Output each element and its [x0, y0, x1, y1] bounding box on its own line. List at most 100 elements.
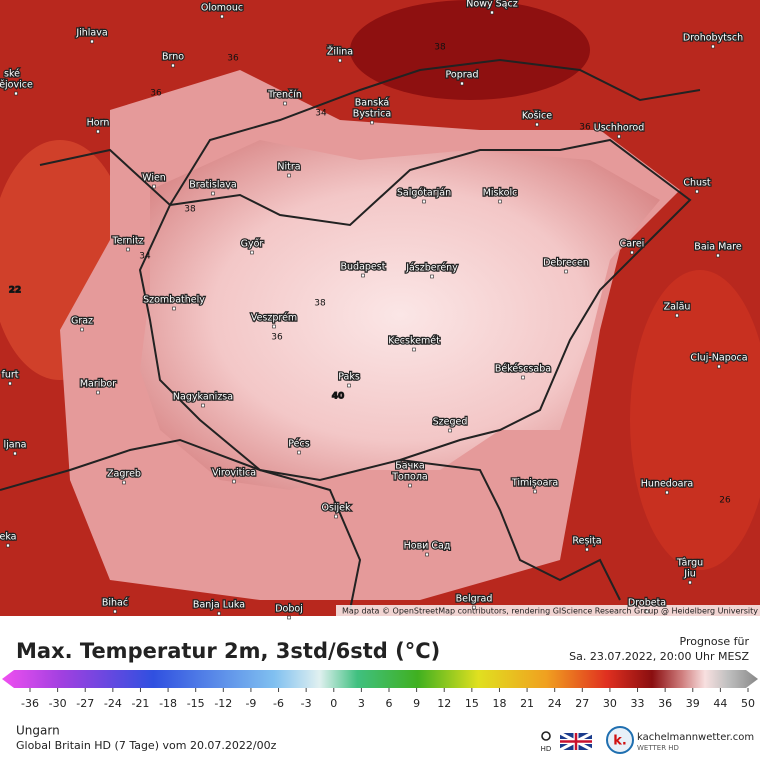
city-marker [172, 306, 176, 311]
city-marker [408, 472, 412, 477]
city-label: Nowy Sącz [466, 0, 517, 10]
colorbar [2, 670, 758, 688]
colorbar-tick-label: 24 [548, 697, 562, 710]
borders [0, 58, 701, 611]
uk-flag[interactable] [559, 731, 593, 752]
hot-zone [630, 270, 760, 570]
contour-label: 36 [150, 89, 162, 99]
contour-label: 36 [271, 333, 283, 343]
colorbar-tick-label: -18 [159, 697, 177, 710]
city-label: Drohobytsch [683, 33, 743, 44]
city-marker [8, 381, 12, 386]
city-marker [6, 543, 10, 548]
city-marker [287, 173, 291, 178]
model-run: Global Britain HD (7 Tage) vom 20.07.202… [16, 739, 277, 752]
city-label: Baia Mare [694, 242, 742, 253]
city-label: Horn [87, 118, 110, 129]
city-marker [645, 609, 649, 614]
city-label: Olomouc [201, 3, 243, 14]
city-label: Szeged [433, 417, 468, 428]
colorbar-tick-label: -21 [131, 697, 149, 710]
city-label: Kecskemét [388, 336, 440, 347]
city-marker [675, 313, 679, 318]
city-marker [585, 547, 589, 552]
city-label: Nitra [277, 162, 300, 173]
city-label: furt [2, 370, 19, 381]
city-label: Nagykanizsa [173, 392, 233, 403]
city-marker [272, 324, 276, 329]
city-marker [10, 80, 14, 85]
city-marker [90, 39, 94, 44]
city-label: Reșița [572, 536, 601, 547]
city-marker [96, 390, 100, 395]
colorbar-tick-label: -24 [104, 697, 122, 710]
city-marker [688, 569, 692, 574]
city-label: Jiu [683, 569, 695, 580]
colorbar-tick-label: 33 [631, 697, 645, 710]
city-label: Топола [391, 472, 428, 483]
city-label: Košice [522, 111, 552, 122]
hd-label: HD [541, 745, 552, 753]
colorbar-tick-label: -27 [76, 697, 94, 710]
city-label: Maribor [80, 379, 116, 390]
city-label: Virovitica [212, 468, 256, 479]
city-label: Zalău [664, 302, 691, 313]
region: Ungarn [16, 724, 60, 738]
colorbar-tick-label: 50 [741, 697, 755, 710]
city-marker [283, 101, 287, 106]
city-marker [630, 250, 634, 255]
title: Max. Temperatur 2m, 3std/6std (°C) [16, 639, 440, 663]
city-marker [113, 609, 117, 614]
city-label: Pécs [288, 439, 309, 450]
city-marker [250, 250, 254, 255]
contour-label: 38 [184, 205, 196, 215]
city-label: Cluj-Napoca [690, 353, 747, 364]
city-label: Jihlava [75, 28, 107, 39]
city-marker [370, 120, 374, 125]
city-label: Bihać [102, 598, 128, 609]
colorbar-tick-label: 6 [386, 697, 393, 710]
city-label: Нови Сад [404, 541, 451, 552]
city-label: Brno [162, 52, 184, 63]
city-label: Zagreb [107, 469, 141, 480]
attribution-box [336, 605, 760, 616]
city-label: Poprad [446, 70, 479, 81]
hungary-area [140, 140, 660, 490]
search-icon[interactable] [541, 731, 551, 741]
city-label: Győr [241, 239, 264, 250]
city-label: Wien [142, 173, 166, 184]
city-label: Chust [683, 178, 711, 189]
forecast-label: Prognose für [680, 635, 750, 648]
city-marker [533, 489, 537, 494]
contour-label: 22 [9, 286, 22, 296]
city-marker [695, 189, 699, 194]
city-marker [564, 269, 568, 274]
city-marker [171, 63, 175, 68]
city-label: Veszprém [251, 313, 297, 324]
contour-label: 34 [315, 109, 327, 119]
city-label: Szombathely [143, 295, 205, 306]
city-label: Žilina [327, 46, 353, 58]
city-label: Timișoara [511, 478, 558, 489]
contour-label: 36 [579, 123, 591, 133]
city-label: Ternitz [111, 236, 143, 247]
city-marker [535, 122, 539, 127]
contour-label: 36 [227, 54, 239, 64]
colorbar-tick-label: 3 [358, 697, 365, 710]
city-marker [217, 611, 221, 616]
city-label: Бачка [395, 461, 425, 472]
logo-icon[interactable] [606, 726, 634, 754]
contour-label: 38 [314, 299, 326, 309]
city-label: Uschhorod [594, 123, 645, 134]
city-marker [201, 403, 205, 408]
city-label: Doboj [275, 604, 303, 615]
colorbar-tick-label: 21 [520, 697, 534, 710]
colorbar-tick-label: -12 [214, 697, 232, 710]
city-marker [460, 81, 464, 86]
colorbar-tick-label: 39 [686, 697, 700, 710]
city-label: Osijek [321, 503, 351, 514]
city-label: Trenčín [267, 90, 302, 101]
city-label: Békéscsaba [495, 364, 551, 375]
